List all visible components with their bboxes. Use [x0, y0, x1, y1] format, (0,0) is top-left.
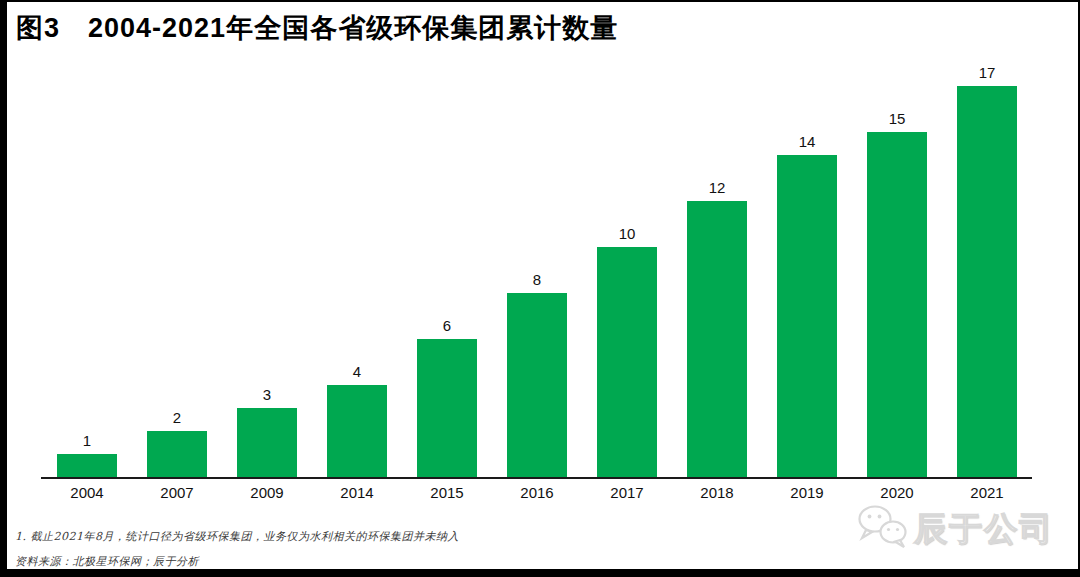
bar-2014	[327, 385, 387, 477]
source-note: 资料来源：北极星环保网；辰于分析	[15, 554, 199, 569]
x-axis-tick-label: 2017	[582, 484, 672, 502]
x-axis-tick-label: 2019	[762, 484, 852, 502]
bar-2021	[957, 86, 1017, 477]
bar-value-label: 10	[597, 225, 657, 243]
figure-canvas: 图3 2004-2021年全国各省级环保集团累计数量 1200422007320…	[0, 0, 1080, 577]
x-axis-tick-label: 2018	[672, 484, 762, 502]
x-axis-tick-label: 2009	[222, 484, 312, 502]
bar-2020	[867, 132, 927, 477]
bar-value-label: 8	[507, 271, 567, 289]
x-axis-tick-label: 2016	[492, 484, 582, 502]
x-axis-tick-label: 2014	[312, 484, 402, 502]
bar-value-label: 1	[57, 432, 117, 450]
bar-value-label: 6	[417, 317, 477, 335]
bar-value-label: 17	[957, 64, 1017, 82]
bar-value-label: 3	[237, 386, 297, 404]
wechat-icon	[856, 504, 910, 554]
bar-2004	[57, 454, 117, 477]
watermark: 辰于公司	[856, 504, 1054, 554]
x-axis-tick-label: 2015	[402, 484, 492, 502]
bar-chart: 1 2004 2 2007 3 2009 4 2014 6 2015 8 2016 10 2017 12 20…	[0, 0, 1080, 577]
bar-value-label: 14	[777, 133, 837, 151]
bar-2015	[417, 339, 477, 477]
bar-2016	[507, 293, 567, 477]
x-axis-tick-label: 2007	[132, 484, 222, 502]
bar-2009	[237, 408, 297, 477]
footnote-1: 1. 截止2021年8月，统计口径为省级环保集团，业务仅为水利相关的环保集团并未…	[15, 529, 459, 544]
watermark-label: 辰于公司	[914, 507, 1054, 552]
bar-value-label: 2	[147, 409, 207, 427]
bar-2018	[687, 201, 747, 477]
x-axis-tick-label: 2021	[942, 484, 1032, 502]
bar-2019	[777, 155, 837, 477]
bar-2007	[147, 431, 207, 477]
bar-2017	[597, 247, 657, 477]
bar-value-label: 4	[327, 363, 387, 381]
bar-value-label: 15	[867, 110, 927, 128]
x-axis-line	[41, 477, 1032, 479]
x-axis-tick-label: 2020	[852, 484, 942, 502]
bar-value-label: 12	[687, 179, 747, 197]
x-axis-tick-label: 2004	[42, 484, 132, 502]
